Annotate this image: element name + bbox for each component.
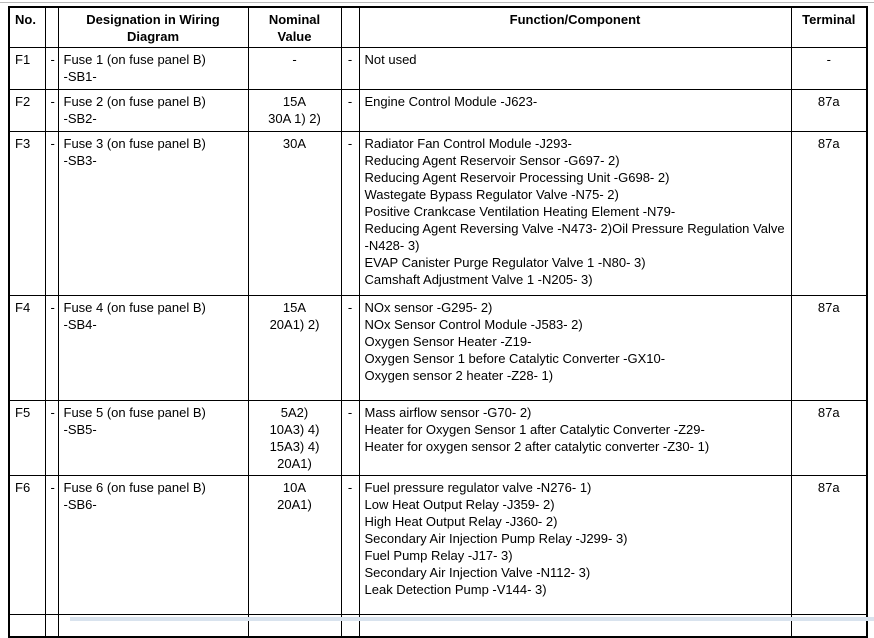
- fuse-no-cell: F3: [8, 131, 46, 296]
- fuse-no-cell: F5: [8, 400, 46, 476]
- dash-cell: -: [340, 131, 360, 296]
- function-cell: Radiator Fan Control Module -J293- Reduc…: [358, 131, 792, 296]
- col-header-nominal-value: Nominal Value: [247, 6, 342, 48]
- nominal-value-cell: -: [247, 47, 342, 90]
- fuse-assignment-table: No. Designation in Wiring Diagram Nomina…: [8, 6, 868, 638]
- col-header-no: No.: [8, 6, 46, 48]
- fuse-row-f4: F4 - Fuse 4 (on fuse panel B) -SB4- 15A …: [8, 295, 868, 401]
- top-divider-rule: [0, 2, 874, 3]
- fuse-no-cell: F6: [8, 475, 46, 615]
- dash-cell: -: [44, 400, 59, 476]
- fuse-row-f2: F2 - Fuse 2 (on fuse panel B) -SB2- 15A …: [8, 89, 868, 132]
- col-header-terminal: Terminal: [790, 6, 868, 48]
- terminal-cell: 87a: [790, 295, 868, 401]
- nominal-value-cell: 15A 20A1) 2): [247, 295, 342, 401]
- dash-cell: -: [44, 475, 59, 615]
- designation-cell: Fuse 3 (on fuse panel B) -SB3-: [57, 131, 249, 296]
- col-header-dash2: [340, 6, 360, 48]
- dash-cell: -: [44, 47, 59, 90]
- function-cell: Not used: [358, 47, 792, 90]
- fuse-row-f3: F3 - Fuse 3 (on fuse panel B) -SB3- 30A …: [8, 131, 868, 296]
- function-cell: Engine Control Module -J623-: [358, 89, 792, 132]
- fuse-no-cell: F4: [8, 295, 46, 401]
- dash-cell: -: [340, 475, 360, 615]
- terminal-cell: 87a: [790, 89, 868, 132]
- bottom-partial-highlight-strip: [70, 617, 874, 621]
- dash-cell: -: [44, 295, 59, 401]
- dash-cell: -: [340, 89, 360, 132]
- designation-cell: Fuse 1 (on fuse panel B) -SB1-: [57, 47, 249, 90]
- fuse-row-f1: F1 - Fuse 1 (on fuse panel B) -SB1- - - …: [8, 47, 868, 90]
- designation-cell: Fuse 6 (on fuse panel B) -SB6-: [57, 475, 249, 615]
- fuse-no-cell: F1: [8, 47, 46, 90]
- function-cell: Fuel pressure regulator valve -N276- 1) …: [358, 475, 792, 615]
- dash-cell: -: [340, 47, 360, 90]
- table-header-row: No. Designation in Wiring Diagram Nomina…: [8, 6, 868, 48]
- dash-cell: -: [340, 400, 360, 476]
- designation-cell: Fuse 5 (on fuse panel B) -SB5-: [57, 400, 249, 476]
- designation-cell: Fuse 2 (on fuse panel B) -SB2-: [57, 89, 249, 132]
- designation-cell: Fuse 4 (on fuse panel B) -SB4-: [57, 295, 249, 401]
- fuse-no-cell: [8, 614, 46, 637]
- function-cell: NOx sensor -G295- 2) NOx Sensor Control …: [358, 295, 792, 401]
- dash-cell: [44, 614, 59, 637]
- terminal-cell: 87a: [790, 131, 868, 296]
- col-header-designation: Designation in Wiring Diagram: [57, 6, 249, 48]
- col-header-dash1: [44, 6, 59, 48]
- nominal-value-cell: 30A: [247, 131, 342, 296]
- fuse-row-f6: F6 - Fuse 6 (on fuse panel B) -SB6- 10A …: [8, 475, 868, 615]
- terminal-cell: 87a: [790, 400, 868, 476]
- terminal-cell: 87a: [790, 475, 868, 615]
- col-header-function-component: Function/Component: [358, 6, 792, 48]
- nominal-value-cell: 10A 20A1): [247, 475, 342, 615]
- terminal-cell: -: [790, 47, 868, 90]
- fuse-no-cell: F2: [8, 89, 46, 132]
- dash-cell: -: [44, 131, 59, 296]
- dash-cell: -: [44, 89, 59, 132]
- nominal-value-cell: 15A 30A 1) 2): [247, 89, 342, 132]
- dash-cell: -: [340, 295, 360, 401]
- nominal-value-cell: 5A2) 10A3) 4) 15A3) 4) 20A1): [247, 400, 342, 476]
- fuse-row-f5: F5 - Fuse 5 (on fuse panel B) -SB5- 5A2)…: [8, 400, 868, 476]
- function-cell: Mass airflow sensor -G70- 2) Heater for …: [358, 400, 792, 476]
